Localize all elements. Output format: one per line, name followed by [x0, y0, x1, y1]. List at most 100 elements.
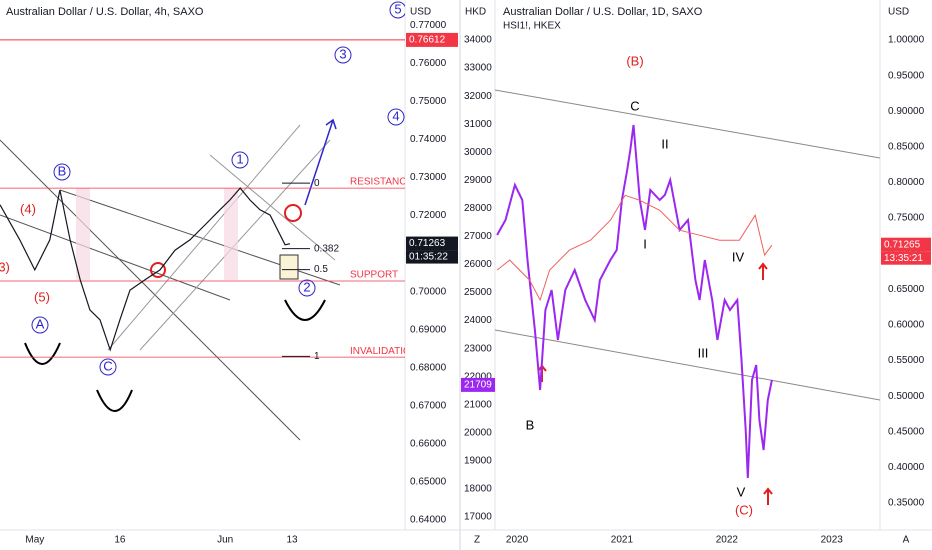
y-tick-label: 0.70000	[410, 286, 447, 297]
x-tick-label: 13	[286, 535, 298, 546]
wave-label: A	[36, 316, 45, 331]
target-box	[279, 254, 299, 280]
y-tick-label: 34000	[464, 35, 492, 46]
y2-tick-label: 1.00000	[888, 35, 925, 46]
wave-circle	[387, 108, 405, 126]
y-tick-label: 25000	[464, 287, 492, 298]
wave-label: 2	[303, 279, 310, 294]
measure-box	[224, 188, 238, 280]
wave-label: 4	[392, 108, 399, 123]
y2-tick-label: 0.85000	[888, 142, 925, 153]
y2-tick-label: 0.65000	[888, 284, 925, 295]
wave-label: C	[630, 98, 639, 113]
wave-label: 1	[236, 151, 243, 166]
wave-circle	[298, 279, 316, 297]
y-tick-label: 0.65000	[410, 477, 447, 488]
y-tick-label: 28000	[464, 203, 492, 214]
y-tick-label: 0.64000	[410, 515, 447, 526]
fib-label: 0.382	[314, 243, 339, 254]
wave-circle	[334, 46, 352, 64]
axis-unit: USD	[888, 7, 909, 18]
axis-unit: HKD	[465, 7, 486, 18]
x-tick-label: 2021	[611, 535, 634, 546]
y-tick-label: 31000	[464, 119, 492, 130]
red-wave-label: (3)	[0, 259, 10, 274]
y-tick-label: 27000	[464, 231, 492, 242]
price-label-box	[881, 237, 931, 252]
price-label-box	[406, 32, 458, 47]
wave-label: V	[737, 484, 746, 499]
wave-circle	[231, 151, 249, 169]
up-arrow	[758, 262, 768, 280]
wave-label: III	[698, 345, 709, 360]
y-tick-label: 24000	[464, 315, 492, 326]
left-annotations: B A C 1 2 3 4 5 (4) (5) (3)	[0, 1, 405, 376]
y-tick-label: 0.67000	[410, 401, 447, 412]
chart-title: Australian Dollar / U.S. Dollar, 4h, SAX…	[6, 6, 204, 18]
red-wave-label: (4)	[20, 201, 36, 216]
scale-button[interactable]: A	[903, 535, 910, 546]
red-wave-label: (B)	[626, 53, 643, 68]
up-arrow	[763, 487, 773, 505]
y-tick-label: 32000	[464, 91, 492, 102]
smile	[96, 389, 133, 412]
scale-button[interactable]: Z	[474, 535, 480, 546]
y-tick-label: 0.77000	[410, 20, 447, 31]
y2-tick-label: 0.75000	[888, 213, 925, 224]
y-tick-label: 17000	[464, 512, 492, 523]
marker-circle	[284, 204, 302, 222]
x-tick-label: 2023	[821, 535, 844, 546]
smile	[284, 299, 326, 321]
price-line	[0, 187, 291, 352]
y2-tick-label: 0.95000	[888, 70, 925, 81]
measure-box	[76, 188, 90, 280]
wave-label: I	[643, 236, 647, 251]
wave-label: B	[526, 417, 535, 432]
x-tick-label: 2020	[506, 535, 529, 546]
wave-circle	[31, 316, 49, 334]
y-tick-label: 22000	[464, 371, 492, 382]
price-label: 0.71265	[884, 239, 921, 250]
y2-tick-label: 0.55000	[888, 355, 925, 366]
y-tick-label: 20000	[464, 427, 492, 438]
price-line	[496, 124, 773, 479]
red-wave-label: (C)	[735, 502, 753, 517]
y-tick-label: 0.66000	[410, 439, 447, 450]
price-label: 0.76612	[409, 35, 446, 46]
wave-label: 5	[394, 1, 401, 16]
y-tick-label: 29000	[464, 175, 492, 186]
wave-circle	[99, 358, 117, 376]
wave-circle	[53, 163, 71, 181]
fib-label: 0.5	[314, 264, 328, 275]
right-annotations: (B) C II I IV III B V (C)	[526, 53, 753, 517]
red-wave-label: (5)	[34, 289, 50, 304]
price-label: 0.71263	[409, 238, 446, 249]
left-plot: RESISTANCE SUPPORT INVALIDATION 0 0.382 0.5 1	[0, 39, 413, 441]
y-tick-label: 0.68000	[410, 362, 447, 373]
y-tick-label: 21000	[464, 399, 492, 410]
level-label: RESISTANCE	[350, 177, 413, 188]
price-label-box	[461, 377, 495, 392]
level-label: SUPPORT	[350, 270, 398, 281]
y2-tick-label: 0.60000	[888, 320, 925, 331]
y-tick-label: 0.74000	[410, 134, 447, 145]
wave-label: B	[58, 163, 67, 178]
wave-label: IV	[732, 249, 745, 264]
channel-line	[209, 154, 336, 261]
chart-title: Australian Dollar / U.S. Dollar, 1D, SAX…	[503, 6, 703, 18]
y2-tick-label: 0.80000	[888, 177, 925, 188]
smile	[24, 342, 61, 365]
channel-line	[107, 124, 301, 351]
price-label-box	[406, 236, 458, 251]
timer-box	[881, 251, 931, 265]
price-line	[496, 194, 773, 302]
channel-line	[0, 139, 301, 441]
channel-line	[0, 214, 231, 301]
wave-circle	[389, 1, 405, 19]
y-tick-label: 0.72000	[410, 210, 447, 221]
timer-label: 13:35:21	[884, 253, 923, 264]
wave-label: 3	[339, 46, 346, 61]
channel-line	[495, 89, 880, 159]
